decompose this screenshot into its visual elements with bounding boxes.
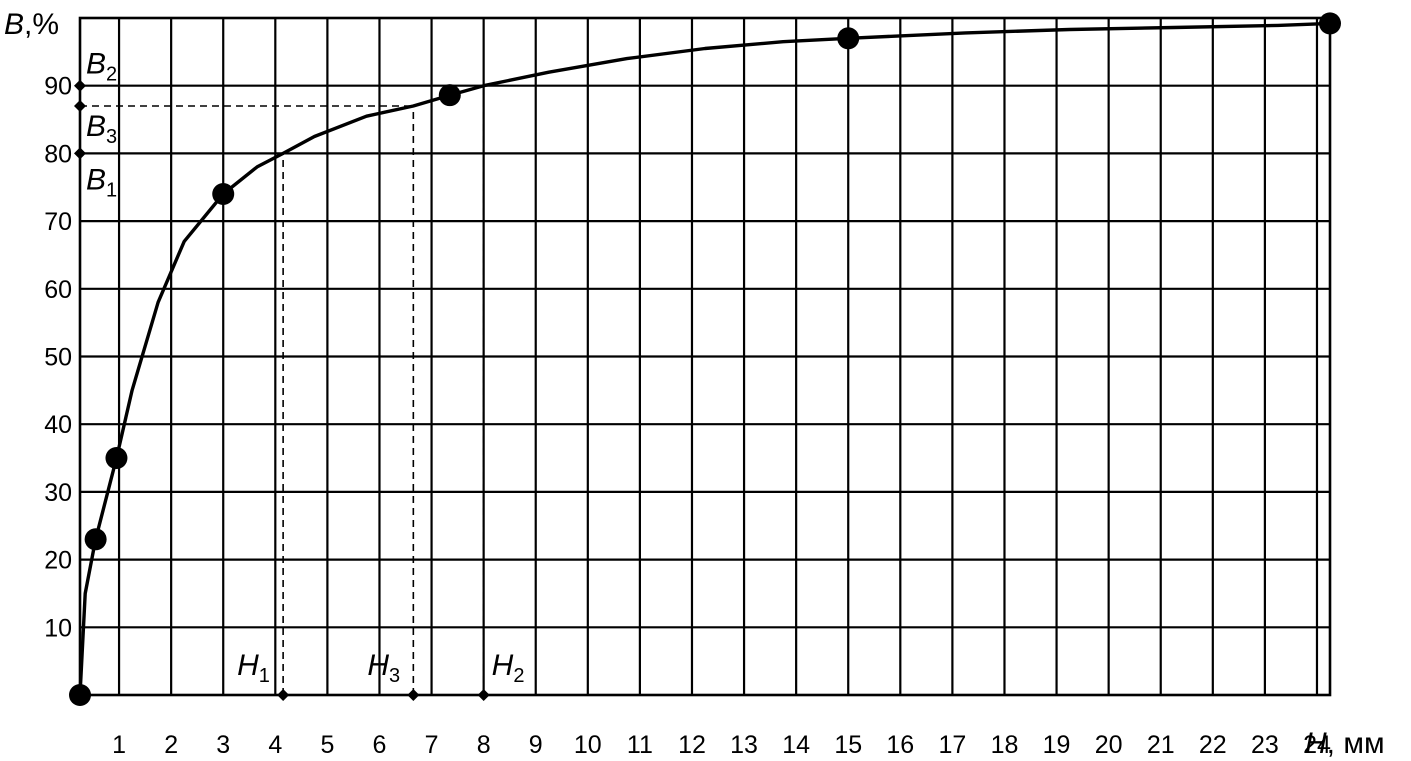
data-point bbox=[105, 447, 128, 470]
x-tick-label: 16 bbox=[886, 731, 914, 759]
grid bbox=[78, 16, 1332, 697]
x-tick-label: 24 bbox=[1303, 731, 1331, 759]
annotation-labels: B2 B3 B1 H1 H3 H2 bbox=[86, 48, 524, 687]
y-tick-label: 30 bbox=[44, 479, 72, 507]
x-tick-label: 22 bbox=[1199, 731, 1227, 759]
x-tick-label: 13 bbox=[730, 731, 758, 759]
data-point bbox=[69, 684, 91, 706]
x-tick-label: 1 bbox=[112, 731, 126, 759]
x-tick-label: 8 bbox=[477, 731, 491, 759]
data-point bbox=[438, 84, 461, 107]
guide-lines bbox=[80, 84, 485, 695]
y-tick-label: 10 bbox=[44, 614, 72, 642]
annotation-label: H1 bbox=[237, 649, 270, 687]
diamond-marker bbox=[74, 79, 86, 92]
y-tick-label: 90 bbox=[44, 73, 72, 101]
x-tick-label: 17 bbox=[938, 731, 966, 759]
x-tick-label: 12 bbox=[678, 731, 706, 759]
diamond-marker bbox=[477, 689, 490, 701]
x-tick-label: 21 bbox=[1147, 731, 1175, 759]
x-tick-label: 3 bbox=[216, 731, 230, 759]
x-tick-label: 15 bbox=[834, 731, 862, 759]
x-tick-label: 5 bbox=[320, 731, 334, 759]
diamond-marker bbox=[407, 689, 420, 701]
y-tick-label: 60 bbox=[44, 276, 72, 304]
x-tick-label: 6 bbox=[373, 731, 387, 759]
x-tick-label: 19 bbox=[1043, 731, 1071, 759]
series-line bbox=[78, 21, 1332, 697]
annotation-label: H3 bbox=[367, 649, 400, 687]
x-tick-label: 14 bbox=[782, 731, 810, 759]
x-tick-label: 4 bbox=[268, 731, 282, 759]
annotation-label: B2 bbox=[86, 48, 117, 86]
y-axis-title: B,% bbox=[4, 8, 59, 41]
x-tick-label: 11 bbox=[627, 731, 653, 759]
diamond-marker bbox=[74, 100, 86, 113]
markers bbox=[69, 12, 1341, 706]
x-tick-label: 2 bbox=[164, 731, 178, 759]
y-tick-label: 70 bbox=[44, 208, 72, 236]
data-point bbox=[837, 27, 860, 50]
data-point bbox=[84, 528, 107, 551]
y-tick-label: 50 bbox=[44, 344, 72, 372]
diamond-marker bbox=[74, 147, 86, 160]
x-tick-label: 23 bbox=[1251, 731, 1279, 759]
x-tick-label: 20 bbox=[1095, 731, 1123, 759]
data-point bbox=[212, 183, 235, 206]
tick-labels: 1 2 3 4 5 6 7 8 9 10 11 12 13 14 15 16 17 18 19 20 21 22 23 241… bbox=[44, 73, 1331, 759]
y-tick-label: 40 bbox=[44, 411, 72, 439]
curve-group bbox=[78, 21, 1332, 697]
x-tick-label: 10 bbox=[574, 731, 602, 759]
y-tick-label: 20 bbox=[44, 547, 72, 575]
annotation-label: H2 bbox=[492, 649, 525, 687]
annotation-label: B3 bbox=[86, 110, 117, 148]
x-tick-label: 18 bbox=[991, 731, 1019, 759]
diamond-marker bbox=[277, 689, 290, 701]
data-point bbox=[1319, 12, 1341, 35]
x-axis-title: H, мм bbox=[1305, 727, 1385, 760]
x-tick-label: 9 bbox=[529, 731, 543, 759]
annotation-label: B1 bbox=[86, 163, 117, 201]
x-tick-label: 7 bbox=[425, 731, 439, 759]
y-tick-label: 80 bbox=[44, 140, 72, 168]
